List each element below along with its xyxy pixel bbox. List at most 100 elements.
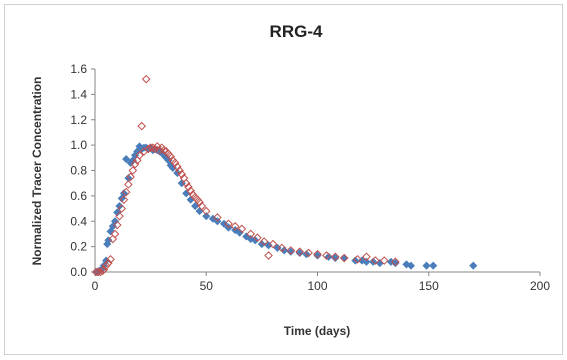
data-point: [422, 261, 431, 270]
data-point: [110, 217, 120, 226]
data-point: [173, 168, 182, 178]
data-point: [357, 256, 367, 265]
data-point: [213, 213, 222, 222]
data-point: [353, 255, 362, 264]
data-point: [113, 208, 122, 217]
y-tick-label: 1.4: [70, 87, 87, 101]
data-point: [152, 142, 162, 151]
data-point: [286, 247, 295, 256]
y-axis-title: Normalized Tracer Concentration: [30, 77, 44, 266]
data-point: [375, 258, 384, 268]
data-point: [166, 152, 175, 161]
data-point: [469, 261, 478, 270]
data-point: [251, 236, 260, 245]
data-point: [391, 257, 400, 267]
data-point: [121, 187, 131, 197]
data-point: [264, 241, 273, 250]
data-point: [141, 74, 151, 84]
x-tick-label: 0: [92, 279, 99, 293]
data-point: [268, 239, 278, 249]
data-point: [150, 144, 160, 154]
data-point: [264, 251, 273, 260]
data-point: [339, 253, 349, 263]
data-point: [246, 229, 256, 239]
data-point: [146, 143, 155, 152]
axes: [91, 68, 541, 276]
data-point: [124, 180, 133, 189]
data-point: [391, 258, 400, 268]
data-point: [379, 256, 389, 265]
x-tick-label: 200: [530, 279, 550, 293]
data-point: [195, 197, 204, 207]
data-point: [253, 233, 262, 243]
x-tick-label: 100: [307, 279, 327, 293]
data-point: [106, 255, 115, 264]
data-point: [181, 178, 191, 188]
data-point: [144, 144, 153, 154]
x-tick-label: 50: [200, 279, 214, 293]
series-1-points: [93, 142, 478, 277]
data-point: [362, 257, 371, 267]
data-point: [235, 228, 244, 237]
data-point: [208, 214, 218, 223]
chart-frame: RRG-4 Normalized Tracer Concentration Ti…: [4, 4, 563, 355]
data-point: [137, 121, 147, 131]
chart-title: RRG-4: [270, 22, 323, 41]
data-point: [177, 179, 186, 188]
data-point: [197, 201, 207, 211]
y-tick-label: 0.8: [70, 164, 87, 178]
data-point: [112, 220, 122, 230]
data-point: [190, 201, 200, 211]
data-point: [340, 253, 349, 263]
data-point: [429, 261, 438, 270]
data-point: [313, 249, 322, 259]
data-point: [257, 239, 267, 249]
data-point: [286, 246, 296, 255]
y-tick-label: 0.0: [70, 265, 87, 279]
data-point: [201, 206, 211, 216]
data-point: [295, 248, 304, 258]
data-point: [237, 224, 247, 234]
data-point: [322, 251, 331, 260]
data-point: [148, 143, 158, 152]
scatter-chart: RRG-4 Normalized Tracer Concentration Ti…: [30, 22, 551, 338]
data-point: [130, 159, 140, 169]
data-point: [230, 222, 240, 231]
data-point: [173, 162, 182, 172]
data-point: [371, 256, 380, 265]
y-tick-label: 0.4: [70, 214, 87, 228]
y-tick-label: 0.6: [70, 189, 87, 203]
y-tick-label: 0.2: [70, 240, 87, 254]
data-point: [406, 261, 416, 270]
data-point: [304, 248, 313, 258]
y-tick-labels: 0.0 0.2 0.4 0.6 0.8 1.0 1.2 1.4 1.6: [70, 62, 87, 279]
x-axis-title: Time (days): [284, 324, 350, 338]
data-point: [110, 229, 120, 239]
y-tick-label: 1.0: [70, 138, 87, 152]
data-point: [279, 246, 289, 255]
data-point: [175, 166, 184, 175]
data-point: [177, 169, 187, 179]
x-tick-labels: 0 50 100 150 200: [92, 279, 551, 293]
data-point: [104, 258, 113, 268]
data-point: [170, 158, 180, 168]
data-point: [119, 195, 129, 204]
data-point: [313, 251, 322, 260]
data-point: [224, 219, 233, 229]
data-point: [295, 247, 305, 257]
data-point: [96, 267, 105, 277]
data-point: [126, 172, 135, 182]
data-point: [135, 150, 144, 160]
data-point: [121, 154, 131, 164]
data-point: [115, 211, 124, 221]
series-2-points: [91, 74, 400, 277]
data-point: [184, 182, 193, 192]
data-point: [186, 186, 195, 196]
data-point: [159, 145, 169, 155]
data-point: [99, 265, 109, 274]
data-point: [94, 267, 103, 277]
data-point: [277, 243, 287, 253]
data-point: [330, 252, 340, 262]
data-point: [101, 261, 111, 270]
data-point: [128, 166, 138, 175]
